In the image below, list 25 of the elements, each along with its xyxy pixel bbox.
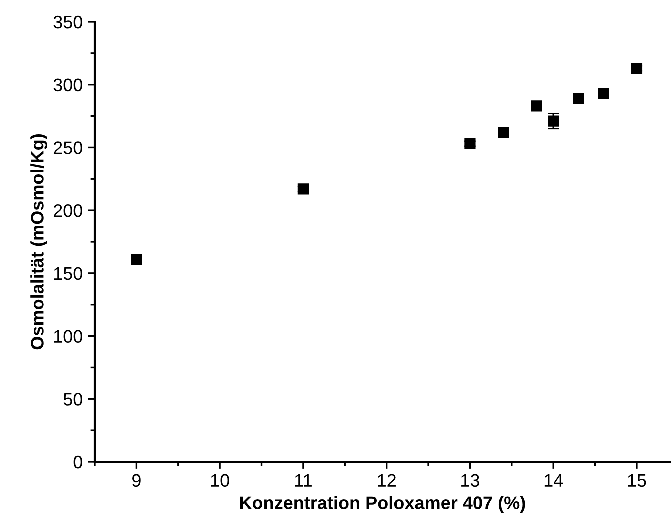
x-tick-label: 12 (378, 474, 396, 487)
x-tick-label: 13 (462, 474, 480, 488)
x-tick-label: 14 (544, 474, 564, 487)
y-tick-label: 150 (54, 267, 82, 280)
x-tick-label: 9 (132, 474, 141, 488)
y-tick-label: 350 (54, 16, 82, 29)
x-tick-label: 10 (211, 474, 230, 488)
y-tick-label: 300 (54, 78, 82, 92)
y-tick-label: 0 (74, 456, 82, 469)
y-tick-label: 250 (54, 142, 82, 154)
y-tick-label: 100 (54, 330, 82, 344)
y-tick-label: 200 (54, 204, 82, 218)
point (548, 116, 560, 127)
point (298, 184, 310, 195)
x-axis-title: Konzentration Poloxamer 407 (%) (240, 496, 526, 514)
point (631, 62, 643, 74)
point (498, 127, 510, 138)
x-tick-label: 11 (295, 474, 312, 487)
point (464, 138, 476, 150)
x-tick-label: 15 (628, 474, 646, 488)
point (531, 100, 542, 112)
y-tick-label: 50 (64, 393, 82, 406)
point (598, 88, 610, 100)
point (131, 254, 142, 266)
y-axis-title: Osmolalität (mOsmol/Kg) (30, 134, 48, 350)
